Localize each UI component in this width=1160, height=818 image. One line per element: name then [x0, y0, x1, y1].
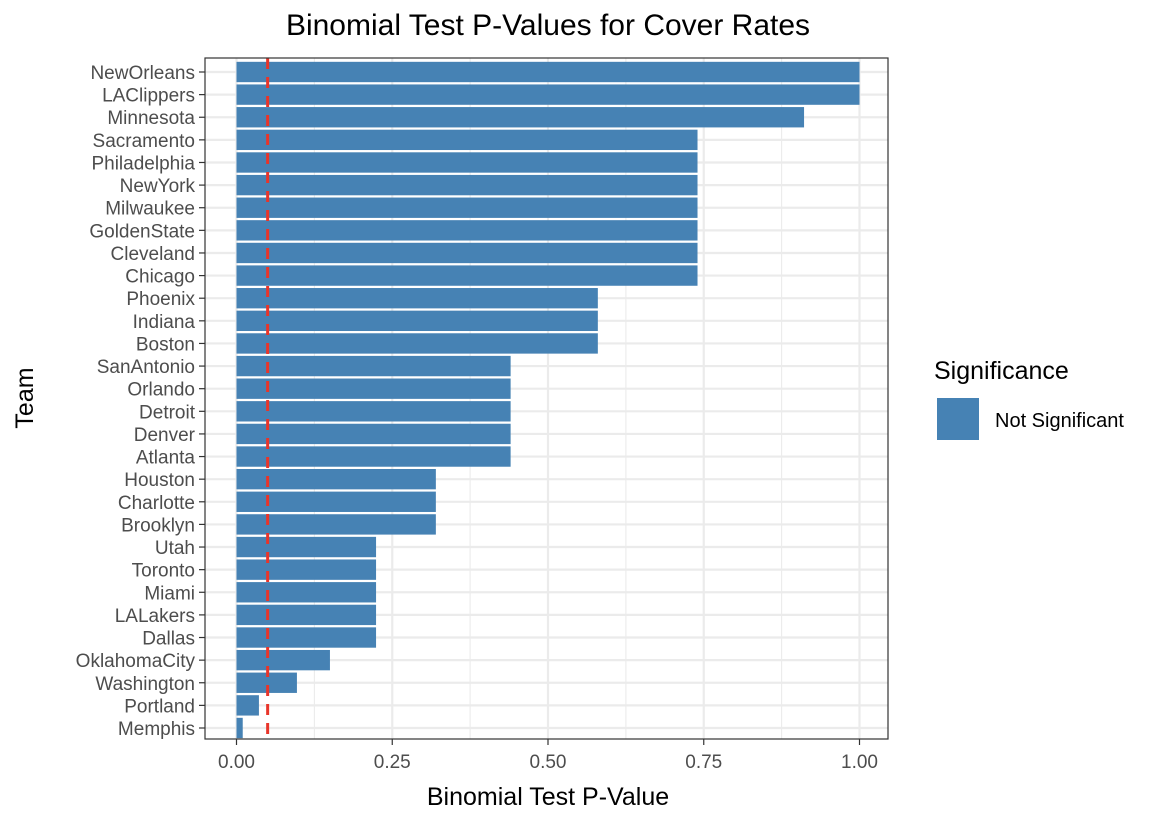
y-tick-label: Memphis	[118, 719, 195, 740]
bar-laclippers	[236, 84, 860, 105]
bar-philadelphia	[236, 152, 698, 173]
bar-sacramento	[236, 129, 698, 151]
bar-portland	[236, 695, 259, 716]
bar-goldenstate	[236, 220, 698, 241]
bar-indiana	[236, 310, 598, 332]
bar-dallas	[236, 627, 377, 648]
y-tick-label: Washington	[95, 674, 195, 695]
y-tick-label: Boston	[136, 334, 195, 355]
x-tick-label: 0.50	[530, 752, 567, 773]
y-tick-label: Portland	[124, 696, 195, 717]
y-tick-label: Indiana	[133, 312, 196, 333]
x-tick-label: 0.75	[685, 752, 722, 773]
bar-detroit	[236, 401, 511, 422]
bar-chicago	[236, 265, 698, 286]
bar-boston	[236, 333, 598, 354]
bar-houston	[236, 468, 436, 490]
bar-neworleans	[236, 61, 860, 83]
bar-minnesota	[236, 107, 805, 128]
y-tick-label: Miami	[144, 583, 195, 604]
y-tick-label: Milwaukee	[105, 199, 195, 220]
bar-miami	[236, 582, 377, 603]
x-tick-label: 0.00	[218, 752, 255, 773]
y-tick-label: Toronto	[132, 561, 195, 582]
y-tick-label: Cleveland	[111, 244, 196, 265]
y-tick-label: Dallas	[142, 629, 195, 650]
bar-milwaukee	[236, 197, 698, 218]
y-tick-label: GoldenState	[89, 221, 195, 242]
legend-title: Significance	[934, 357, 1069, 385]
bar-utah	[236, 536, 377, 558]
bar-toronto	[236, 559, 377, 580]
bar-oklahomacity	[236, 649, 330, 671]
y-tick-label: Utah	[155, 538, 195, 559]
y-tick-label: Atlanta	[136, 448, 196, 469]
y-axis: NewOrleansLAClippersMinnesotaSacramentoP…	[76, 63, 205, 740]
x-axis-title: Binomial Test P-Value	[427, 783, 669, 811]
x-axis: 0.00 0.25 0.50 0.75 1.00	[218, 739, 878, 773]
y-tick-label: Denver	[134, 425, 196, 446]
x-tick-label: 0.25	[374, 752, 411, 773]
bar-washington	[236, 672, 297, 693]
y-tick-label: Orlando	[127, 380, 195, 401]
y-tick-label: Sacramento	[93, 131, 195, 152]
y-tick-label: Philadelphia	[91, 153, 195, 174]
y-tick-label: SanAntonio	[97, 357, 195, 378]
bar-sanantonio	[236, 355, 511, 377]
bar-atlanta	[236, 446, 511, 467]
y-tick-label: LAClippers	[102, 86, 195, 107]
legend: Significance Not Significant	[934, 357, 1124, 440]
bar-brooklyn	[236, 514, 436, 535]
bar-lalakers	[236, 604, 377, 626]
bar-newyork	[236, 174, 698, 196]
y-tick-label: Charlotte	[118, 493, 195, 514]
bar-charlotte	[236, 491, 436, 512]
y-tick-label: NewOrleans	[90, 63, 195, 84]
y-tick-label: Chicago	[125, 267, 195, 288]
x-tick-label: 1.00	[841, 752, 878, 773]
bar-orlando	[236, 378, 511, 399]
bar-denver	[236, 423, 511, 445]
y-axis-title: Team	[11, 367, 39, 428]
y-tick-label: Phoenix	[126, 289, 195, 310]
y-tick-label: Brooklyn	[121, 515, 195, 536]
legend-label: Not Significant	[995, 410, 1124, 432]
legend-key	[937, 398, 979, 440]
y-tick-label: LALakers	[115, 606, 195, 627]
y-tick-label: NewYork	[120, 176, 196, 197]
bar-cleveland	[236, 242, 698, 264]
y-tick-label: Houston	[124, 470, 195, 491]
bar-memphis	[236, 717, 243, 739]
y-tick-label: Minnesota	[107, 108, 195, 129]
bar-phoenix	[236, 288, 598, 309]
panel-border	[204, 57, 889, 740]
chart-title: Binomial Test P-Values for Cover Rates	[286, 9, 810, 42]
bars-layer	[236, 61, 860, 739]
y-tick-label: OklahomaCity	[76, 651, 196, 672]
y-tick-label: Detroit	[139, 402, 196, 423]
